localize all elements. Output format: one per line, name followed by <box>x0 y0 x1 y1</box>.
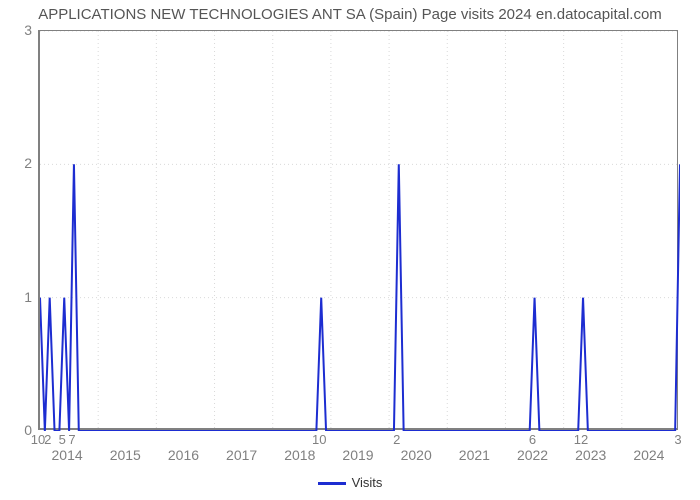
y-tick-label: 0 <box>0 422 32 438</box>
y-tick-label: 1 <box>0 289 32 305</box>
x-tick-label: 2022 <box>517 447 548 463</box>
y-tick-label: 3 <box>0 22 32 38</box>
data-point-label: 2 <box>393 432 400 447</box>
chart-container: APPLICATIONS NEW TECHNOLOGIES ANT SA (Sp… <box>0 0 700 500</box>
chart-svg <box>40 31 680 431</box>
legend-label: Visits <box>352 475 383 490</box>
data-point-label: 3 <box>674 432 681 447</box>
plot-area <box>38 30 678 430</box>
data-point-label: 2 <box>44 432 51 447</box>
x-tick-label: 2020 <box>401 447 432 463</box>
legend: Visits <box>0 475 700 490</box>
chart-title: APPLICATIONS NEW TECHNOLOGIES ANT SA (Sp… <box>0 6 700 23</box>
data-point-label: 12 <box>574 432 588 447</box>
x-tick-label: 2015 <box>110 447 141 463</box>
x-tick-label: 2017 <box>226 447 257 463</box>
y-tick-label: 2 <box>0 155 32 171</box>
x-tick-label: 2024 <box>633 447 664 463</box>
legend-swatch <box>318 482 346 485</box>
data-point-label: 6 <box>529 432 536 447</box>
x-tick-label: 2018 <box>284 447 315 463</box>
x-tick-label: 2014 <box>52 447 83 463</box>
x-tick-label: 2019 <box>342 447 373 463</box>
x-tick-label: 2021 <box>459 447 490 463</box>
x-tick-label: 2023 <box>575 447 606 463</box>
x-tick-label: 2016 <box>168 447 199 463</box>
data-point-label: 10 <box>312 432 326 447</box>
data-point-label: 7 <box>68 432 75 447</box>
data-point-label: 10 <box>31 432 45 447</box>
data-point-label: 5 <box>59 432 66 447</box>
